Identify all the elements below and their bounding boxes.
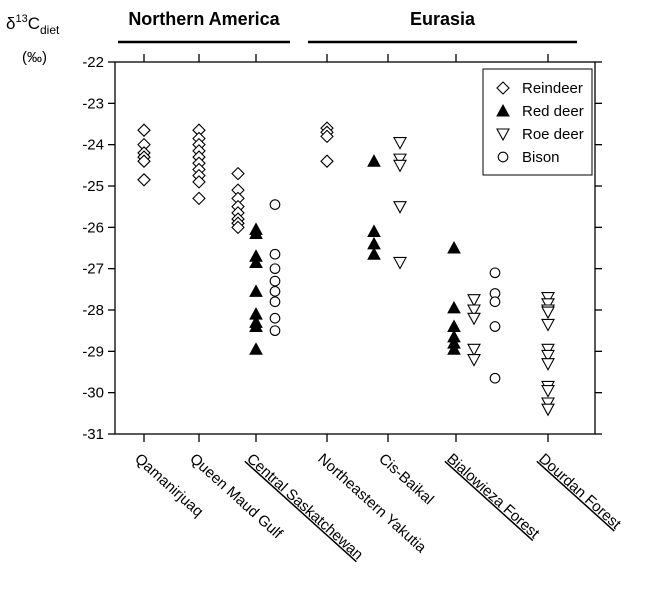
category-label: Dourdan Forest [535, 450, 624, 533]
y-tick-label: -24 [82, 137, 104, 154]
y-tick-label: -22 [82, 54, 104, 71]
reindeer-point [137, 123, 151, 137]
legend-marker-bison [497, 151, 509, 163]
x-ticks [143, 54, 549, 442]
bison-point [269, 275, 281, 287]
reindeer-point [192, 191, 206, 206]
y-ticks: -22 -23 -24 -25 -26 -27 -28 -29 -30 -31 [82, 54, 602, 443]
y-axis-unit: (‰) [22, 49, 47, 66]
legend-label-reindeer: Reindeer [522, 80, 583, 97]
bison-point [269, 286, 281, 297]
roe-deer-point [541, 403, 555, 417]
region-label: Northern America [128, 9, 280, 29]
y-tick-label: -23 [82, 95, 104, 112]
region-label: Eurasia [410, 9, 476, 29]
bison-point [489, 321, 501, 332]
y-axis-label-sub: diet [40, 23, 60, 37]
red-deer-point [249, 342, 263, 355]
legend-marker-red-deer [496, 103, 510, 117]
category-label: Cis-Baikal [375, 450, 437, 508]
bison-point [489, 372, 501, 384]
reindeer-point [320, 129, 334, 144]
roe-deer-point [467, 343, 481, 357]
roe-deer-point [541, 397, 555, 411]
bison-point [269, 263, 281, 275]
reindeer-point [231, 220, 245, 235]
roe-deer-point [541, 349, 555, 363]
reindeer-point [320, 154, 334, 168]
roe-deer-point [541, 292, 555, 305]
y-tick-label: -29 [82, 343, 104, 360]
legend-label-red-deer: Red deer [522, 103, 584, 120]
bison-point [269, 199, 281, 210]
data-points [137, 121, 555, 417]
legend: Reindeer Red deer Roe deer Bison [482, 68, 593, 176]
bison-point [489, 296, 501, 308]
roe-deer-point [541, 318, 555, 332]
reindeer-point [137, 154, 151, 168]
legend-label-roe-deer: Roe deer [522, 126, 584, 143]
roe-deer-point [393, 201, 407, 214]
bison-point [269, 325, 281, 337]
red-deer-point [367, 224, 381, 237]
y-tick-label: -26 [82, 219, 104, 236]
plot-frame [114, 61, 596, 435]
roe-deer-point [467, 354, 481, 367]
roe-deer-point [393, 159, 407, 173]
legend-marker-roe-deer [496, 128, 510, 142]
roe-deer-point [541, 343, 555, 357]
red-deer-point [249, 226, 263, 240]
y-tick-label: -25 [82, 178, 104, 195]
roe-deer-point [467, 312, 481, 326]
red-deer-point [249, 319, 263, 333]
red-deer-point [447, 240, 461, 254]
y-tick-label: -31 [82, 426, 104, 443]
red-deer-point [447, 342, 461, 355]
roe-deer-point [467, 294, 481, 307]
roe-deer-point [541, 298, 555, 311]
bison-point [269, 312, 281, 324]
roe-deer-point [393, 137, 407, 150]
bison-point [489, 267, 501, 279]
reindeer-point [137, 173, 151, 187]
region-headers: Northern America Eurasia [118, 9, 577, 44]
red-deer-point [249, 255, 263, 268]
roe-deer-point [541, 306, 555, 320]
red-deer-point [447, 300, 461, 314]
bison-point [269, 248, 281, 260]
red-deer-point [249, 284, 263, 297]
y-tick-label: -28 [82, 302, 104, 319]
bison-point [269, 296, 281, 308]
legend-label-bison: Bison [522, 149, 560, 166]
red-deer-point [367, 154, 381, 167]
legend-marker-reindeer [496, 81, 510, 95]
y-axis-label-sup: 13 [15, 13, 27, 25]
roe-deer-point [467, 304, 481, 318]
y-tick-label: -27 [82, 261, 104, 278]
y-axis-label-base: C [28, 14, 40, 33]
roe-deer-point [541, 385, 555, 398]
category-label: Bialowieza Forest [443, 450, 543, 542]
reindeer-point [231, 166, 245, 181]
red-deer-point [367, 247, 381, 260]
y-tick-label: -30 [82, 385, 104, 402]
roe-deer-point [541, 358, 555, 371]
reindeer-point [192, 175, 206, 189]
roe-deer-point [393, 256, 407, 270]
y-axis-label: δ13Cdiet [6, 13, 60, 37]
roe-deer-point [393, 153, 407, 167]
y-axis-label-delta: δ [6, 14, 15, 33]
